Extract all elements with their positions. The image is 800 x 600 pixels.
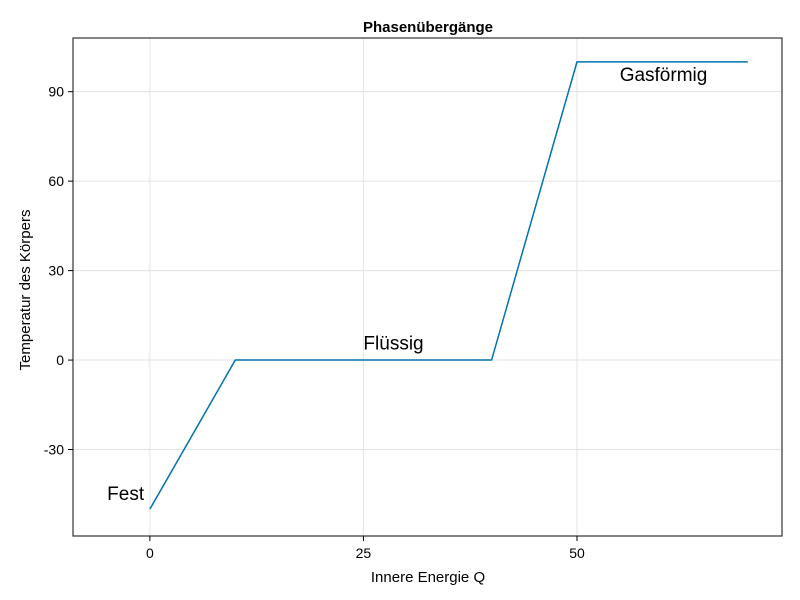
plot-frame [72,37,783,537]
y-axis-ticks: -30 0 30 60 90 [44,84,73,458]
annotations: Fest Flüssig Gasförmig [107,65,707,505]
x-tick-label: 0 [146,545,154,561]
series-line [149,61,748,510]
grid [73,38,782,536]
y-tick-label: -30 [44,442,64,458]
phase-annotation: Fest [107,484,145,505]
phase-annotation: Gasförmig [620,65,708,86]
series-layer [149,61,748,510]
y-tick-label: 60 [48,173,64,189]
y-tick-label: 0 [56,352,64,368]
x-axis-label: Innere Energie Q [371,569,485,586]
x-tick-label: 50 [569,545,585,561]
y-tick-label: 30 [48,263,64,279]
x-axis-ticks: 0 25 50 [146,536,585,561]
chart-title: Phasenübergänge [363,19,493,36]
y-tick-label: 90 [48,84,64,100]
x-tick-label: 25 [356,545,372,561]
y-axis-label: Temperatur des Körpers [17,210,34,371]
phase-annotation: Flüssig [363,334,423,355]
